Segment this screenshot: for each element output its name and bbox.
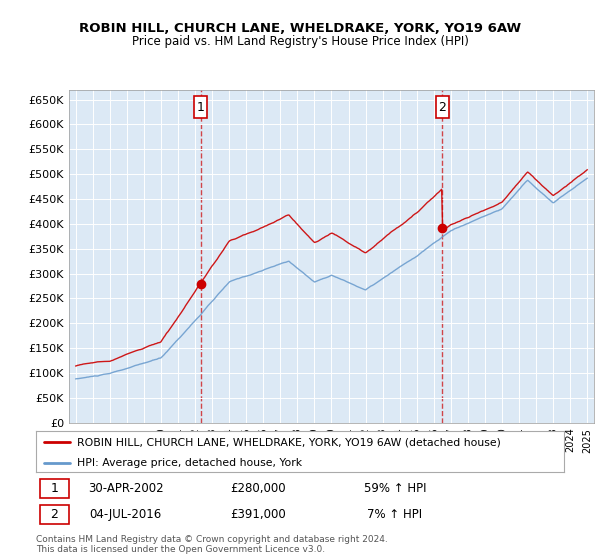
Text: Price paid vs. HM Land Registry's House Price Index (HPI): Price paid vs. HM Land Registry's House … (131, 35, 469, 48)
Text: 30-APR-2002: 30-APR-2002 (88, 482, 164, 495)
Text: HPI: Average price, detached house, York: HPI: Average price, detached house, York (77, 458, 302, 468)
FancyBboxPatch shape (40, 505, 69, 524)
Text: 2: 2 (50, 508, 58, 521)
Text: 04-JUL-2016: 04-JUL-2016 (89, 508, 162, 521)
Text: ROBIN HILL, CHURCH LANE, WHELDRAKE, YORK, YO19 6AW (detached house): ROBIN HILL, CHURCH LANE, WHELDRAKE, YORK… (77, 437, 501, 447)
Text: 1: 1 (197, 100, 205, 114)
Text: Contains HM Land Registry data © Crown copyright and database right 2024.
This d: Contains HM Land Registry data © Crown c… (36, 535, 388, 554)
Text: ROBIN HILL, CHURCH LANE, WHELDRAKE, YORK, YO19 6AW: ROBIN HILL, CHURCH LANE, WHELDRAKE, YORK… (79, 22, 521, 35)
FancyBboxPatch shape (436, 96, 449, 118)
Text: £391,000: £391,000 (230, 508, 286, 521)
Text: 1: 1 (50, 482, 58, 495)
Text: 7% ↑ HPI: 7% ↑ HPI (367, 508, 422, 521)
FancyBboxPatch shape (194, 96, 207, 118)
Text: 59% ↑ HPI: 59% ↑ HPI (364, 482, 426, 495)
Text: 2: 2 (439, 100, 446, 114)
Text: £280,000: £280,000 (230, 482, 286, 495)
FancyBboxPatch shape (40, 479, 69, 498)
